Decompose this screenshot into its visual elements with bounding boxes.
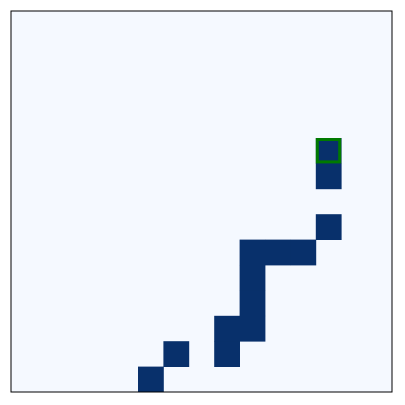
filled-cell (315, 214, 342, 240)
filled-cell (265, 239, 291, 266)
filled-cell (138, 366, 164, 393)
filled-cell (239, 315, 266, 342)
filled-cell (214, 341, 240, 367)
filled-cell (290, 239, 317, 266)
filled-cell (163, 341, 190, 367)
filled-cell (239, 290, 266, 317)
filled-cell (214, 315, 240, 342)
filled-cell (239, 265, 266, 291)
filled-cell (239, 239, 266, 266)
filled-cell (315, 163, 342, 190)
filled-cell (315, 138, 342, 164)
current-position-marker (315, 138, 342, 164)
board-background (11, 11, 392, 392)
board-border (10, 10, 393, 393)
